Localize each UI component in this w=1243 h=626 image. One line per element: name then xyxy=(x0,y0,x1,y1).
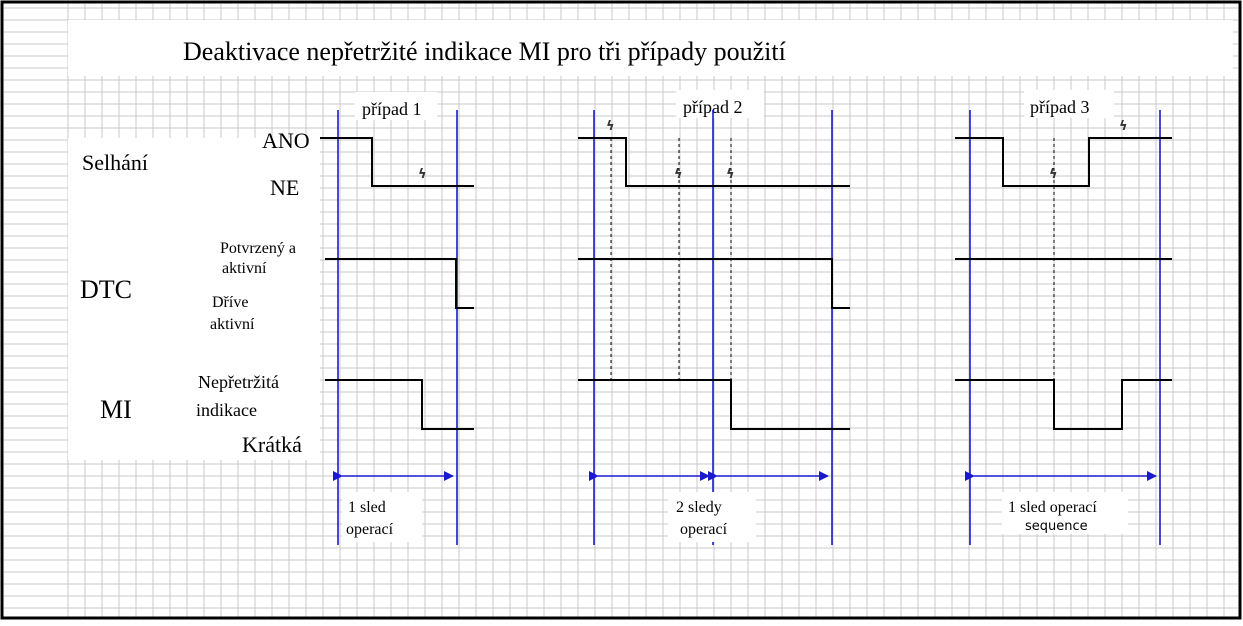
case-2-fault-icon-2: ϟ xyxy=(674,167,683,182)
case-1-mi-signal xyxy=(325,379,474,430)
level-label-previous-1: Dříve xyxy=(212,294,248,311)
level-label-no: NE xyxy=(270,175,299,200)
title-panel xyxy=(68,20,1233,76)
level-label-continuous-2: indikace xyxy=(196,400,257,420)
case-3-fault-icon-2: ϟ xyxy=(1119,119,1128,134)
level-label-confirmed-1: Potvrzený a xyxy=(220,240,296,257)
case-3-span-label-2: sequence xyxy=(1025,519,1088,534)
case-3-span-label-1: 1 sled operací xyxy=(1008,499,1097,516)
case-1-span-label-2: operací xyxy=(346,521,394,538)
case-1-span-label-1: 1 sled xyxy=(348,499,386,516)
case-3: případ 3 ϟ ϟ 1 sled operací sequence xyxy=(955,90,1172,545)
case-3-label: případ 3 xyxy=(1030,97,1089,117)
level-label-continuous-1: Nepřetržitá xyxy=(198,372,279,392)
case-2-dtc-signal xyxy=(578,258,850,309)
case-2-mi-signal xyxy=(578,379,850,430)
case-3-fault-icon-1: ϟ xyxy=(1049,167,1058,182)
row-label-panel xyxy=(68,138,320,460)
case-2-fault-icon-3: ϟ xyxy=(726,167,735,182)
level-label-confirmed-2: aktivní xyxy=(222,260,267,277)
case-1: případ 1 ϟ 1 sled operací xyxy=(320,92,474,545)
case-1-label: případ 1 xyxy=(362,99,421,119)
case-1-failure-signal xyxy=(320,137,474,187)
row-label-dtc: DTC xyxy=(80,275,132,304)
case-2-label: případ 2 xyxy=(683,97,742,117)
case-3-failure-signal xyxy=(955,137,1172,187)
level-label-yes: ANO xyxy=(262,128,310,153)
case-1-fault-icon: ϟ xyxy=(418,167,427,182)
level-label-previous-2: aktivní xyxy=(210,316,255,333)
case-2-span-label-2: operací xyxy=(680,521,728,538)
case-2-fault-icon-1: ϟ xyxy=(606,119,615,134)
diagram-title: Deaktivace nepřetržité indikace MI pro t… xyxy=(183,37,786,66)
row-label-mi: MI xyxy=(100,395,132,424)
level-label-short: Krátká xyxy=(242,432,302,457)
row-label-failure: Selhání xyxy=(82,150,148,175)
case-3-mi-signal xyxy=(955,379,1172,430)
case-2-span-label-1: 2 sledy xyxy=(676,499,722,516)
case-1-dtc-signal xyxy=(325,258,474,309)
case-2-failure-signal xyxy=(578,137,850,187)
case-2: případ 2 ϟ ϟ ϟ 2 sledy operací xyxy=(578,90,850,545)
